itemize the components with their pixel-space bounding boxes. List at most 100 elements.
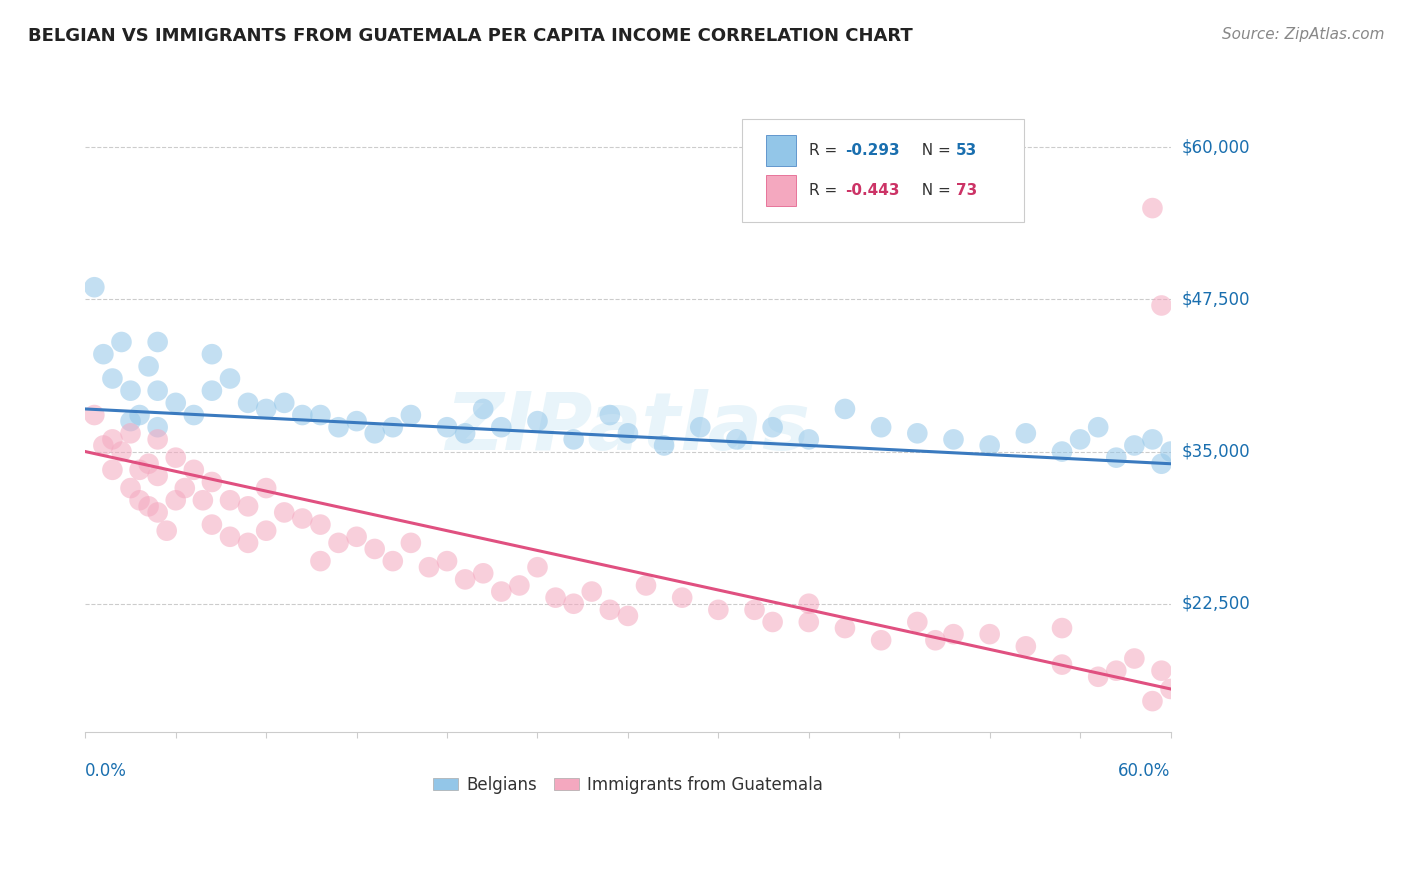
Point bbox=[363, 541, 385, 556]
Point bbox=[1050, 657, 1073, 672]
Text: R =: R = bbox=[810, 143, 842, 158]
Text: $35,000: $35,000 bbox=[1181, 442, 1250, 460]
Point bbox=[120, 426, 142, 441]
Point bbox=[146, 334, 169, 349]
Point bbox=[1150, 664, 1173, 678]
Point bbox=[562, 597, 585, 611]
Point bbox=[236, 396, 259, 410]
Point bbox=[146, 420, 169, 434]
Point bbox=[1015, 640, 1038, 654]
Point bbox=[83, 408, 105, 422]
Point bbox=[201, 475, 224, 489]
Point bbox=[128, 408, 150, 422]
Point bbox=[905, 615, 928, 629]
Point bbox=[436, 554, 458, 568]
Point bbox=[1105, 450, 1128, 465]
Point bbox=[652, 438, 675, 452]
Point bbox=[1142, 433, 1164, 447]
Point bbox=[399, 536, 422, 550]
Point bbox=[979, 438, 1001, 452]
Point bbox=[381, 554, 404, 568]
Point bbox=[1050, 444, 1073, 458]
Point bbox=[219, 371, 242, 385]
Point bbox=[508, 578, 530, 592]
Point bbox=[273, 505, 295, 519]
Legend: Belgians, Immigrants from Guatemala: Belgians, Immigrants from Guatemala bbox=[426, 769, 830, 801]
Point bbox=[201, 384, 224, 398]
Point bbox=[562, 433, 585, 447]
Text: N =: N = bbox=[912, 143, 956, 158]
Point bbox=[905, 426, 928, 441]
Point bbox=[309, 408, 332, 422]
Point bbox=[491, 420, 513, 434]
Point bbox=[273, 396, 295, 410]
Point bbox=[128, 493, 150, 508]
Text: 73: 73 bbox=[956, 183, 977, 198]
Point bbox=[599, 408, 621, 422]
Point bbox=[1069, 433, 1091, 447]
Point bbox=[581, 584, 603, 599]
Text: BELGIAN VS IMMIGRANTS FROM GUATEMALA PER CAPITA INCOME CORRELATION CHART: BELGIAN VS IMMIGRANTS FROM GUATEMALA PER… bbox=[28, 27, 912, 45]
Point bbox=[309, 554, 332, 568]
Point bbox=[165, 493, 187, 508]
Point bbox=[725, 433, 748, 447]
Point bbox=[1142, 201, 1164, 215]
Bar bbox=[766, 175, 796, 205]
Text: $60,000: $60,000 bbox=[1181, 138, 1250, 156]
Point bbox=[219, 493, 242, 508]
Point bbox=[599, 603, 621, 617]
Point bbox=[1123, 651, 1146, 665]
Point bbox=[834, 401, 856, 416]
Point bbox=[1160, 681, 1182, 696]
Point bbox=[1087, 670, 1109, 684]
Point bbox=[942, 433, 965, 447]
Point bbox=[1105, 664, 1128, 678]
Point bbox=[399, 408, 422, 422]
Point bbox=[191, 493, 214, 508]
Point bbox=[418, 560, 440, 574]
Point bbox=[309, 517, 332, 532]
Point bbox=[328, 420, 350, 434]
Point bbox=[120, 481, 142, 495]
Point bbox=[146, 433, 169, 447]
Point bbox=[138, 500, 160, 514]
Point bbox=[617, 608, 640, 623]
Point bbox=[381, 420, 404, 434]
Point bbox=[689, 420, 711, 434]
Point bbox=[363, 426, 385, 441]
Point bbox=[1150, 298, 1173, 312]
Point bbox=[291, 408, 314, 422]
Point bbox=[1087, 420, 1109, 434]
Text: $22,500: $22,500 bbox=[1181, 595, 1250, 613]
Point bbox=[526, 560, 548, 574]
Point bbox=[671, 591, 693, 605]
Point bbox=[254, 524, 277, 538]
Point bbox=[942, 627, 965, 641]
Point bbox=[165, 450, 187, 465]
Point bbox=[291, 511, 314, 525]
Text: -0.443: -0.443 bbox=[845, 183, 900, 198]
Point bbox=[870, 633, 893, 648]
Text: $47,500: $47,500 bbox=[1181, 291, 1250, 309]
Point bbox=[436, 420, 458, 434]
Point bbox=[101, 463, 124, 477]
Text: 60.0%: 60.0% bbox=[1118, 762, 1171, 780]
Point bbox=[834, 621, 856, 635]
Point bbox=[797, 615, 820, 629]
Point bbox=[183, 463, 205, 477]
Point bbox=[491, 584, 513, 599]
FancyBboxPatch shape bbox=[742, 119, 1024, 222]
Text: 53: 53 bbox=[956, 143, 977, 158]
Point bbox=[138, 359, 160, 374]
Point bbox=[526, 414, 548, 428]
Point bbox=[472, 401, 495, 416]
Point bbox=[110, 334, 132, 349]
Point bbox=[146, 469, 169, 483]
Point bbox=[201, 517, 224, 532]
Point bbox=[146, 505, 169, 519]
Point bbox=[346, 414, 368, 428]
Point bbox=[1150, 457, 1173, 471]
Point bbox=[120, 384, 142, 398]
Point bbox=[101, 371, 124, 385]
Text: 0.0%: 0.0% bbox=[86, 762, 127, 780]
